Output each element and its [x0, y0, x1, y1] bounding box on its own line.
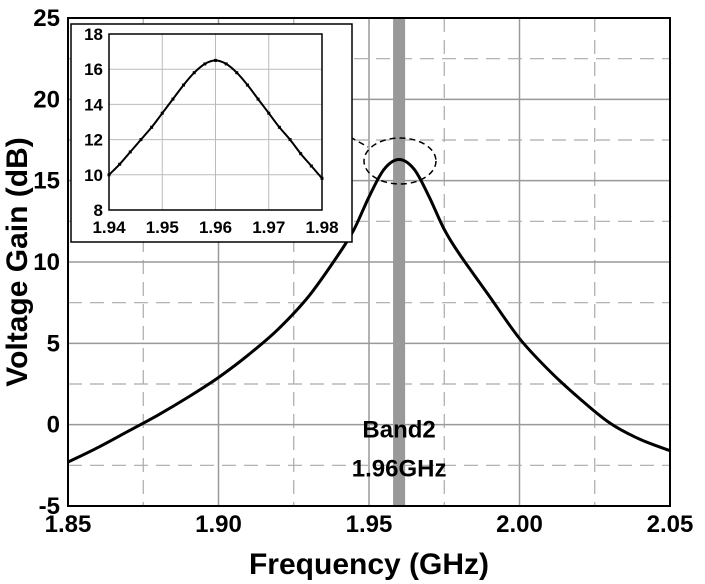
inset-y-tick-labels: 8 10 12 14 16 18 — [84, 25, 103, 220]
inset-y-tick-label: 16 — [84, 60, 103, 79]
inset-data-point — [320, 176, 324, 180]
y-tick-label: 5 — [47, 330, 60, 357]
y-tick-label: 20 — [33, 86, 60, 113]
x-tick-label: 1.90 — [195, 511, 242, 538]
inset-data-point — [182, 83, 186, 87]
inset-x-tick-label: 1.96 — [199, 218, 232, 237]
y-tick-labels: -5 0 5 10 15 20 25 — [33, 5, 60, 520]
inset-x-tick-label: 1.95 — [146, 218, 179, 237]
inset-x-tick-label: 1.98 — [305, 218, 338, 237]
y-tick-label: 15 — [33, 168, 60, 195]
inset-data-point — [288, 138, 292, 142]
x-tick-label: 1.95 — [346, 511, 393, 538]
y-tick-label: 25 — [33, 5, 60, 32]
x-tick-label: 1.85 — [45, 511, 92, 538]
inset-data-point — [245, 83, 249, 87]
band2-highlight — [393, 18, 406, 506]
inset-data-point — [277, 125, 281, 129]
y-tick-label: -5 — [39, 493, 60, 520]
inset-data-point — [139, 138, 143, 142]
inset-data-point — [192, 71, 196, 75]
y-tick-label: 10 — [33, 249, 60, 276]
y-axis-title: Voltage Gain (dB) — [1, 137, 34, 386]
inset-data-point — [128, 150, 132, 154]
inset-y-tick-label: 12 — [84, 131, 103, 150]
plot-area-frame — [67, 17, 671, 507]
inset-data-point — [256, 97, 260, 101]
gain-curve — [67, 157, 671, 464]
inset-y-tick-label: 10 — [84, 166, 103, 185]
inset-data-point — [224, 62, 228, 66]
band-label: Band2 — [362, 417, 435, 444]
inset-data-point — [150, 125, 154, 129]
inset-x-tick-label: 1.97 — [252, 218, 285, 237]
inset-data-point — [107, 173, 111, 177]
inset-plot-area — [108, 33, 323, 211]
inset-y-tick-label: 14 — [84, 95, 103, 114]
frequency-label: 1.96GHz — [352, 456, 447, 483]
inset-data-point — [267, 111, 271, 115]
inset-data-point — [203, 62, 207, 66]
x-tick-label: 2.05 — [647, 511, 694, 538]
inset-markers — [107, 58, 324, 180]
y-tick-label: 0 — [47, 412, 60, 439]
zoom-ellipse — [363, 137, 437, 185]
inset-data-point — [235, 71, 239, 75]
inset-data-point — [171, 97, 175, 101]
inset-data-point — [118, 162, 122, 166]
inset-data-point — [309, 164, 313, 168]
x-axis-title: Frequency (GHz) — [249, 548, 489, 581]
x-tick-labels: 1.85 1.90 1.95 2.00 2.05 — [45, 511, 694, 538]
inset-x-tick-labels: 1.94 1.95 1.96 1.97 1.98 — [92, 218, 338, 237]
inset-data-point — [299, 152, 303, 156]
inset-grid — [109, 34, 322, 210]
inset-y-tick-label: 18 — [84, 25, 103, 44]
inset-data-point — [214, 58, 217, 62]
inset-y-tick-label: 8 — [94, 201, 103, 220]
zoom-connector — [349, 136, 369, 148]
inset-x-tick-label: 1.94 — [92, 218, 126, 237]
x-tick-label: 2.00 — [496, 511, 543, 538]
inset-data-point — [160, 111, 164, 115]
